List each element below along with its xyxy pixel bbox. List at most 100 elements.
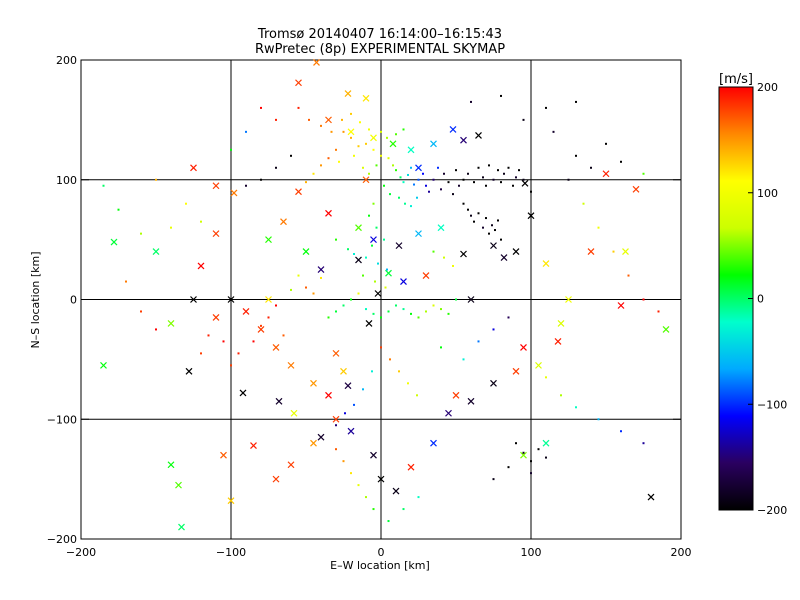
data-point-dot [297,274,300,277]
data-point-dot [170,226,172,229]
data-point-cross [422,272,430,279]
data-point-dot [338,160,340,163]
data-point-cross [520,451,527,459]
data-point-dot [320,276,322,279]
data-point-cross [272,475,280,483]
data-point-dot [402,308,405,311]
data-point-cross [178,523,185,531]
data-point-dot [620,160,622,163]
data-point-dot [230,364,232,367]
data-point-dot [282,334,285,337]
data-point-dot [432,250,435,253]
data-point-dot [350,472,352,475]
data-point-dot [353,154,355,157]
data-point-dot [327,157,330,160]
data-point-cross [250,442,257,450]
data-point-dot [290,288,292,291]
data-point-dot [500,181,502,184]
data-point-dot [335,448,337,451]
data-point-dot [350,298,352,301]
data-point-dot [500,94,502,97]
data-point-dot [402,181,405,184]
data-point-dot [552,130,555,133]
data-point-cross [287,361,295,369]
x-axis-label: E–W location [km] [330,559,430,572]
data-point-dot [560,394,562,397]
data-point-dot [462,202,465,205]
data-point-cross [602,170,610,178]
y-tick-label: 100 [56,174,77,187]
data-point-dot [522,178,525,181]
data-point-cross [430,439,437,447]
data-point-dot [155,328,157,331]
data-point-cross [302,248,310,256]
data-point-cross [310,439,317,447]
data-point-dot [590,166,592,169]
data-point-dot [350,136,352,139]
data-point-cross [370,451,377,459]
data-point-dot [380,346,382,349]
data-point-cross [265,296,272,303]
data-point-dot [305,181,307,184]
data-point-dot [359,121,361,124]
data-point-dot [440,346,442,349]
data-point-dot [371,244,373,247]
data-point-cross [500,254,508,262]
data-point-dot [398,370,400,373]
data-point-dot [245,184,247,187]
data-point-dot [488,232,490,235]
data-point-cross [365,320,373,327]
data-point-dot [357,292,360,295]
data-point-cross [370,134,377,142]
data-point-dot [375,164,378,167]
data-point-dot [485,184,487,187]
y-tick-label: −100 [47,413,77,426]
data-point-dot [455,298,457,301]
data-point-cross [257,326,265,333]
data-point-dot [473,220,475,223]
colorbar-label: [m/s] [719,72,753,87]
data-point-cross [445,409,452,417]
data-point-cross [632,185,640,193]
data-point-dot [365,496,367,499]
data-point-cross [392,487,400,495]
data-point-dot [320,124,322,127]
data-point-cross [239,389,247,397]
colorbar-tick-label: −200 [757,504,787,517]
data-point-dot [140,232,142,235]
data-point-dot [260,324,262,327]
y-tick-label: 0 [70,294,77,307]
data-point-dot [357,484,360,487]
data-point-dot [503,172,505,175]
data-point-dot [477,212,480,215]
data-point-cross [230,189,238,197]
data-point-cross [512,248,520,256]
data-point-dot [530,190,532,193]
data-point-dot [372,202,375,205]
data-point-dot [386,136,388,139]
data-point-dot [395,133,397,136]
data-point-cross [512,367,520,375]
data-point-cross [110,238,118,246]
data-point-cross [467,296,475,303]
data-point-dot [605,142,607,145]
data-point-dot [425,310,427,313]
data-point-dot [416,394,418,397]
data-point-cross [355,256,362,264]
data-point-cross [197,262,205,270]
data-point-dot [522,118,525,121]
data-point-dot [312,172,315,175]
data-point-cross [347,128,355,136]
data-point-dot [482,226,484,229]
x-tick-label: 100 [521,546,542,559]
data-point-dot [383,184,385,187]
data-point-dot [545,376,547,379]
data-point-dot [522,451,525,454]
data-point-dot [389,358,391,361]
data-point-dot [305,286,307,289]
data-point-dot [117,208,120,211]
data-point-cross [362,94,370,102]
data-point-dot [362,388,364,391]
data-point-dot [290,154,292,157]
data-point-dot [387,310,390,313]
